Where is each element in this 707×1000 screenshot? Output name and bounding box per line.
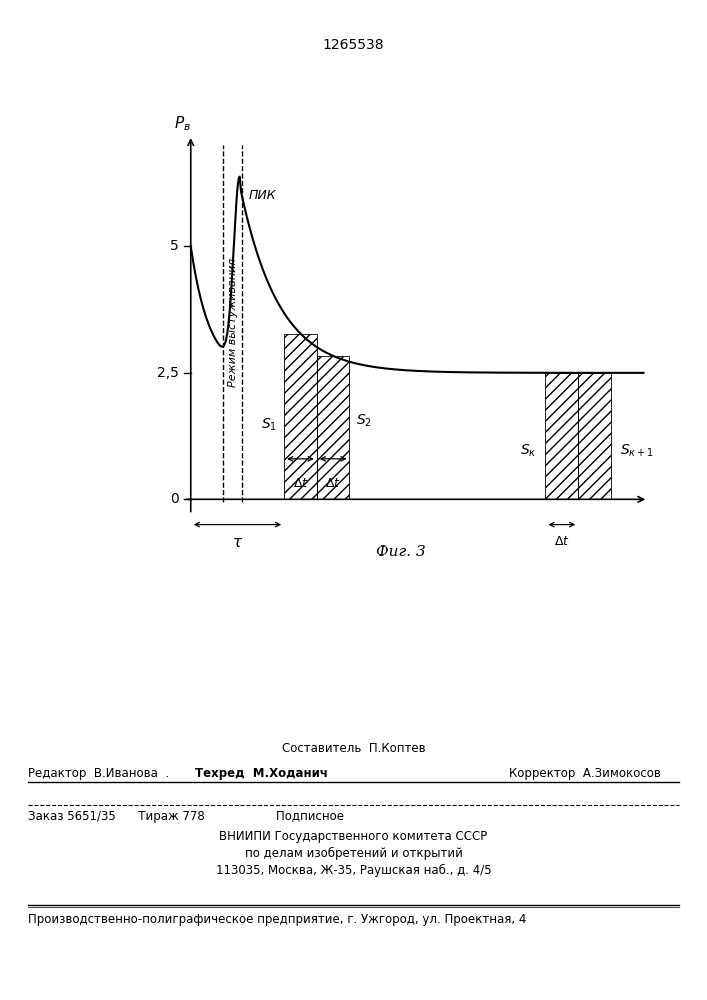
Text: $S_{к+1}$: $S_{к+1}$ [620, 443, 654, 459]
Bar [578, 373, 611, 499]
Bar [284, 334, 317, 499]
Text: $\Delta t$: $\Delta t$ [325, 477, 341, 490]
Text: $\tau$: $\tau$ [232, 535, 243, 550]
Text: $S_2$: $S_2$ [356, 412, 373, 429]
Text: Режим выстуживания: Режим выстуживания [228, 258, 238, 387]
Text: Производственно-полиграфическое предприятие, г. Ужгород, ул. Проектная, 4: Производственно-полиграфическое предприя… [28, 913, 527, 926]
Text: 2,5: 2,5 [157, 366, 179, 380]
Text: ПИК: ПИК [249, 189, 276, 202]
Text: 1265538: 1265538 [322, 38, 385, 52]
Text: $S_к$: $S_к$ [520, 443, 536, 459]
Text: 0: 0 [170, 492, 179, 506]
Text: $P_в$: $P_в$ [174, 114, 191, 133]
Text: Заказ 5651/35      Тираж 778                   Подписное: Заказ 5651/35 Тираж 778 Подписное [28, 810, 344, 823]
Text: Техред  М.Ходанич: Техред М.Ходанич [195, 767, 328, 780]
Bar [546, 373, 578, 499]
Text: по делам изобретений и открытий: по делам изобретений и открытий [245, 847, 462, 860]
Text: ВНИИПИ Государственного комитета СССР: ВНИИПИ Государственного комитета СССР [219, 830, 488, 843]
Text: $\Delta t$: $\Delta t$ [293, 477, 308, 490]
Text: Корректор  А.Зимокосов: Корректор А.Зимокосов [509, 767, 661, 780]
Text: Редактор  В.Иванова  .: Редактор В.Иванова . [28, 767, 170, 780]
Text: 5: 5 [170, 239, 179, 253]
Text: 113035, Москва, Ж-35, Раушская наб., д. 4/5: 113035, Москва, Ж-35, Раушская наб., д. … [216, 864, 491, 877]
Bar [317, 356, 349, 499]
Text: $S_1$: $S_1$ [261, 417, 277, 433]
Text: Фиг. 3: Фиг. 3 [376, 545, 426, 559]
Text: $\Delta t$: $\Delta t$ [554, 535, 570, 548]
Text: Составитель  П.Коптев: Составитель П.Коптев [281, 742, 426, 755]
